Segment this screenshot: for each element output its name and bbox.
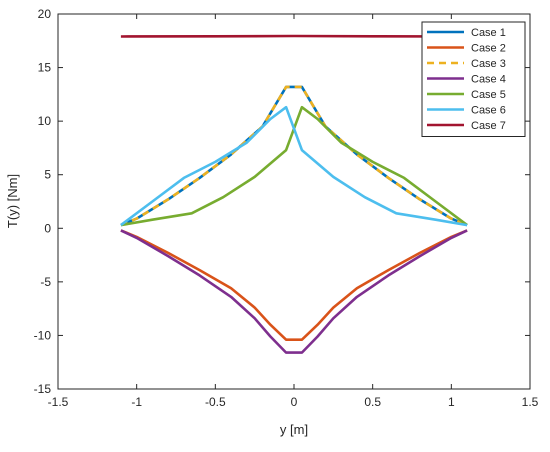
y-tick-label: 10 <box>38 114 52 128</box>
series-line-case-2 <box>120 229 468 342</box>
series-line-case-3 <box>120 85 468 227</box>
y-tick-label: -5 <box>40 275 51 289</box>
legend-label-case-2: Case 2 <box>471 43 506 55</box>
y-tick-label: 5 <box>44 168 51 182</box>
x-axis-label: y [m] <box>280 422 308 437</box>
x-tick-label: -0.5 <box>205 395 226 409</box>
y-tick-label: 0 <box>44 221 51 235</box>
series-layer <box>120 34 468 354</box>
legend-label-case-3: Case 3 <box>471 58 506 70</box>
x-ticks: -1.5 -1 -0.5 0 0.5 1 1.5 <box>48 14 539 409</box>
y-tick-label: 20 <box>38 7 52 21</box>
x-tick-label: -1.5 <box>48 395 69 409</box>
x-tick-label: 0 <box>291 395 298 409</box>
y-ticks: -15 -10 -5 0 5 10 15 20 <box>34 7 530 396</box>
series-line-case-4 <box>120 229 468 354</box>
legend-label-case-6: Case 6 <box>471 105 506 117</box>
x-tick-label: -1 <box>131 395 142 409</box>
y-tick-label: -15 <box>34 382 52 396</box>
series-line-case-6 <box>120 105 468 227</box>
series-line-case-5 <box>120 105 468 227</box>
series-line-case-7 <box>120 34 468 38</box>
legend: Case 1 Case 2 Case 3 Case 4 Case 5 Case 6 Case… <box>421 21 526 137</box>
legend-label-case-1: Case 1 <box>471 27 506 39</box>
legend-label-case-5: Case 5 <box>471 89 506 101</box>
y-tick-label: 15 <box>38 61 52 75</box>
y-tick-label: -10 <box>34 328 52 342</box>
x-tick-label: 0.5 <box>364 395 381 409</box>
x-tick-label: 1.5 <box>522 395 539 409</box>
legend-label-case-4: Case 4 <box>471 74 506 86</box>
y-axis-label: T(y) [Nm] <box>5 174 20 228</box>
legend-label-case-7: Case 7 <box>471 120 506 132</box>
x-tick-label: 1 <box>448 395 455 409</box>
